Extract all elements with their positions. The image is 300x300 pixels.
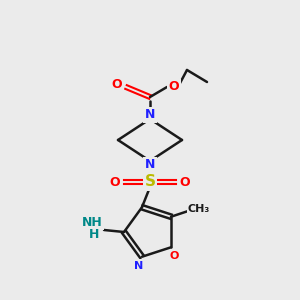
Text: S: S <box>145 175 155 190</box>
Text: O: O <box>110 176 120 188</box>
Text: NH: NH <box>82 215 102 229</box>
Text: N: N <box>145 158 155 172</box>
Text: H: H <box>89 229 99 242</box>
Text: O: O <box>180 176 190 188</box>
Text: CH₃: CH₃ <box>188 204 210 214</box>
Text: O: O <box>112 79 122 92</box>
Text: O: O <box>169 80 179 94</box>
Text: N: N <box>134 261 144 271</box>
Text: O: O <box>169 251 179 261</box>
Text: N: N <box>145 109 155 122</box>
